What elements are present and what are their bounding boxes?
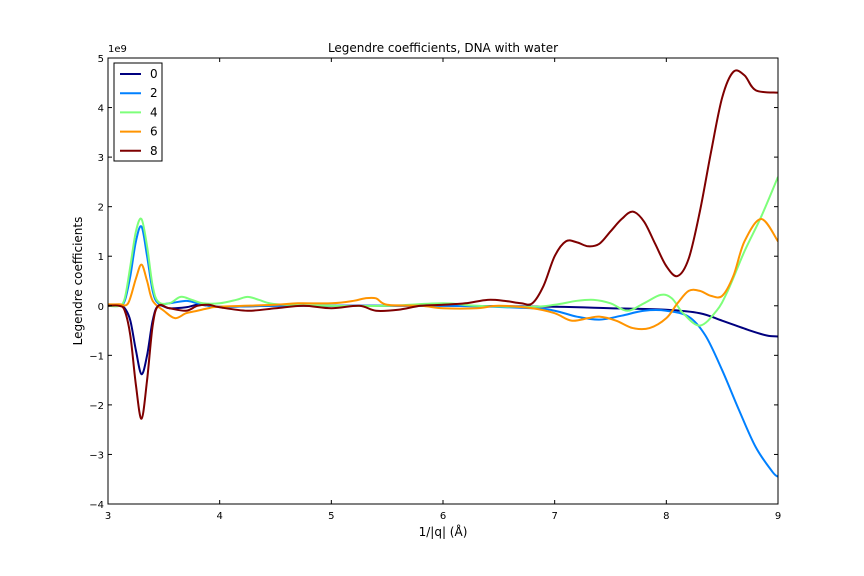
legend-label-0: 0 (150, 67, 158, 81)
y-tick-label: −1 (89, 351, 104, 362)
series-line-0 (108, 303, 778, 376)
y-tick-label: −2 (89, 401, 104, 412)
y-scale-label: 1e9 (108, 44, 127, 55)
legend-label-2: 2 (150, 86, 158, 100)
legend: 0 2 4 6 8 (113, 62, 163, 162)
x-axis-title: 1/|q| (Å) (419, 524, 468, 539)
series-layer (108, 69, 778, 478)
y-tick-label: 1 (98, 252, 104, 263)
legend-label-6: 6 (150, 125, 158, 139)
y-tick-label: 3 (98, 153, 104, 164)
plot-frame (107, 57, 779, 505)
x-tick-label: 8 (663, 511, 669, 522)
y-tick-label: 2 (98, 203, 104, 214)
y-axis-title: Legendre coefficients (71, 217, 85, 346)
x-tick-label: 7 (551, 511, 557, 522)
y-tick-label: −3 (89, 450, 104, 461)
series-line-2 (108, 225, 778, 478)
chart-title: Legendre coefficients, DNA with water (328, 41, 558, 55)
y-tick-label: 4 (98, 104, 104, 115)
x-tick-label: 6 (440, 511, 446, 522)
x-tick-label: 4 (216, 511, 222, 522)
legend-label-8: 8 (150, 144, 158, 158)
series-line-4 (108, 176, 778, 327)
y-tick-label: −4 (89, 500, 104, 511)
x-tick-label: 5 (328, 511, 334, 522)
y-axis: −4 −3 −2 −1 0 1 2 3 4 5 (89, 54, 778, 511)
x-axis: 3 4 5 6 7 8 9 (105, 58, 781, 522)
x-tick-label: 3 (105, 511, 111, 522)
legend-label-4: 4 (150, 105, 158, 119)
series-line-8 (108, 69, 778, 420)
x-tick-label: 9 (775, 511, 781, 522)
y-tick-label: 0 (98, 302, 104, 313)
y-tick-label: 5 (98, 54, 104, 65)
series-line-6 (108, 218, 778, 331)
